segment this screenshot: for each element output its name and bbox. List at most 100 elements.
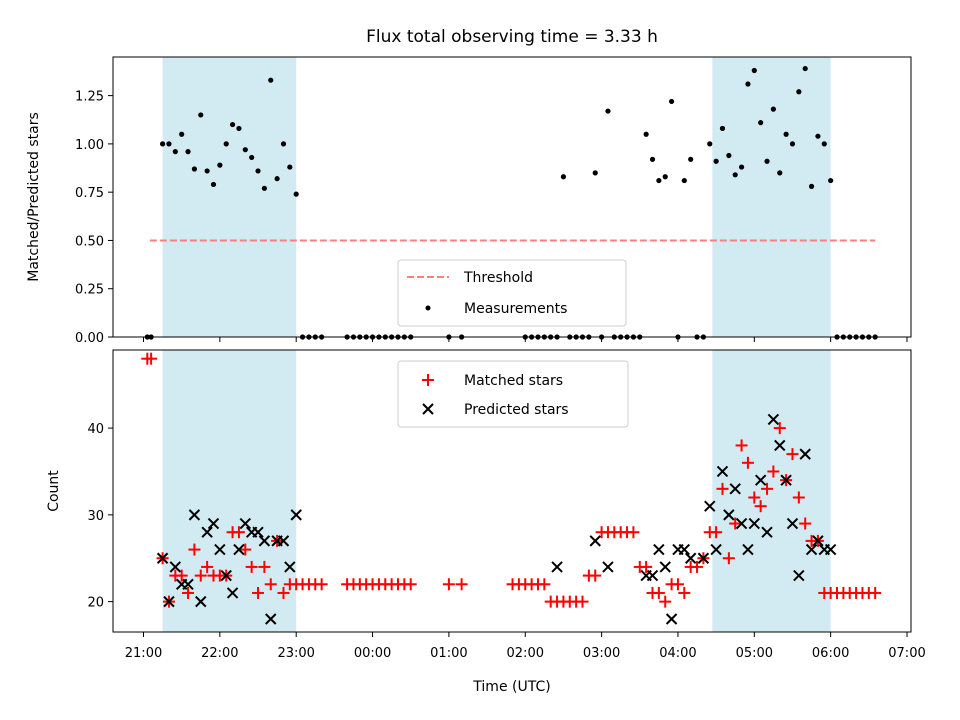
- matched-star-point: [201, 560, 214, 573]
- measurement-point: [681, 177, 687, 184]
- matched-star-point: [761, 482, 774, 495]
- measurement-point: [726, 152, 732, 159]
- predicted-star-point: [735, 517, 748, 530]
- top-y-axis-label: Matched/Predicted stars: [26, 112, 42, 282]
- matched-star-point: [188, 543, 201, 556]
- predicted-star-point: [169, 561, 182, 573]
- matched-star-point: [239, 543, 252, 556]
- predicted-star-point: [284, 561, 296, 573]
- measurement-point: [185, 149, 191, 155]
- measurement-point: [815, 133, 821, 139]
- observing-window-shade: [162, 57, 297, 337]
- predicted-star-point: [697, 552, 710, 564]
- measurement-point: [751, 67, 757, 74]
- predicted-star-point: [589, 535, 601, 547]
- measurement-point: [223, 141, 229, 147]
- matched-star-point: [182, 586, 195, 599]
- measurement-point: [764, 158, 770, 164]
- x-tick-label: 03:00: [583, 646, 620, 661]
- predicted-star-point: [156, 552, 169, 564]
- matched-star-point: [678, 586, 691, 599]
- predicted-star-point: [793, 569, 805, 582]
- x-tick-label: 04:00: [659, 646, 696, 661]
- top-y-tick-label: 0.00: [75, 331, 104, 346]
- predicted-star-point: [252, 526, 264, 538]
- measurement-point: [777, 170, 783, 176]
- legend-measurements-label: Measurements: [464, 301, 567, 317]
- x-axis-label: Time (UTC): [472, 679, 550, 695]
- predicted-star-point: [551, 561, 563, 573]
- predicted-star-point: [742, 543, 754, 556]
- measurement-point: [293, 191, 299, 197]
- measurement-point: [688, 156, 694, 162]
- top-plot-frame: [112, 56, 912, 338]
- measurement-point: [236, 125, 242, 132]
- predicted-star-point: [729, 483, 741, 495]
- measurement-point: [732, 172, 738, 178]
- predicted-star-point: [265, 613, 277, 625]
- legend-threshold-label: Threshold: [463, 270, 533, 286]
- measurement-point: [166, 141, 172, 147]
- measurement-point: [198, 112, 204, 118]
- measurement-point: [204, 168, 210, 174]
- measurement-point: [783, 131, 789, 137]
- predicted-star-point: [258, 535, 271, 547]
- matched-star-point: [576, 595, 589, 608]
- predicted-star-point: [659, 561, 671, 573]
- bottom-y-tick-label: 40: [87, 422, 104, 437]
- measurement-point: [560, 174, 567, 180]
- matched-star-point: [232, 526, 245, 539]
- measurement-point: [242, 147, 248, 153]
- x-tick-label: 01:00: [430, 646, 467, 661]
- legend-predicted-swatch: [422, 403, 434, 415]
- matched-star-point: [869, 586, 882, 599]
- measurement-point: [172, 149, 178, 155]
- matched-star-point: [175, 569, 188, 582]
- matched-star-point: [627, 526, 640, 539]
- matched-star-point: [264, 578, 277, 591]
- bottom-axis-ticks: 21:00 22:00 23:00 00:00 01:00 02:00 03:00 04:00…: [87, 422, 925, 661]
- legend-measurements-swatch: [425, 305, 431, 311]
- measurement-point: [719, 125, 726, 132]
- matched-star-point: [741, 456, 754, 469]
- predicted-star-point: [761, 526, 773, 538]
- chart-title: Flux total observing time = 3.33 h: [366, 27, 658, 47]
- top-y-tick-label: 1.25: [75, 90, 104, 105]
- measurement-point: [217, 162, 223, 168]
- legend-predicted-label: Predicted stars: [464, 402, 569, 418]
- predicted-star-point: [805, 543, 818, 556]
- top-y-tick-label: 0.50: [75, 234, 104, 249]
- matched-star-point: [258, 560, 271, 573]
- measurement-point: [738, 164, 745, 170]
- predicted-star-point: [646, 569, 659, 582]
- predicted-star-point: [163, 595, 175, 608]
- matched-star-point: [315, 578, 328, 591]
- measurement-point: [770, 106, 776, 112]
- measurement-point: [274, 176, 280, 182]
- predicted-star-point: [277, 535, 290, 547]
- matched-star-point: [671, 578, 684, 591]
- measurement-point: [179, 131, 185, 137]
- measurement-point: [789, 141, 796, 147]
- measurement-point: [191, 166, 197, 172]
- matched-star-point: [442, 578, 455, 591]
- measurement-point: [229, 121, 236, 128]
- predicted-star-point: [201, 526, 213, 538]
- predicted-star-point: [678, 543, 691, 556]
- predicted-star-point: [716, 465, 729, 478]
- top-y-tick-label: 0.25: [75, 283, 104, 298]
- predicted-star-point: [754, 474, 767, 486]
- measurement-point: [656, 177, 662, 184]
- bottom-y-tick-label: 20: [87, 596, 104, 611]
- predicted-star-point: [723, 509, 735, 521]
- predicted-star-point: [704, 500, 716, 512]
- matched-star-point: [799, 517, 812, 530]
- measurement-point: [821, 141, 827, 147]
- top-panel: 0.00 0.25 0.50 0.75 1.00 1.25 Matched/Predict…: [26, 56, 912, 346]
- predicted-star-point: [182, 578, 194, 590]
- matched-star-point: [754, 500, 767, 513]
- measurement-point: [745, 81, 751, 87]
- predicted-star-point: [748, 517, 761, 530]
- matched-star-point: [194, 569, 207, 582]
